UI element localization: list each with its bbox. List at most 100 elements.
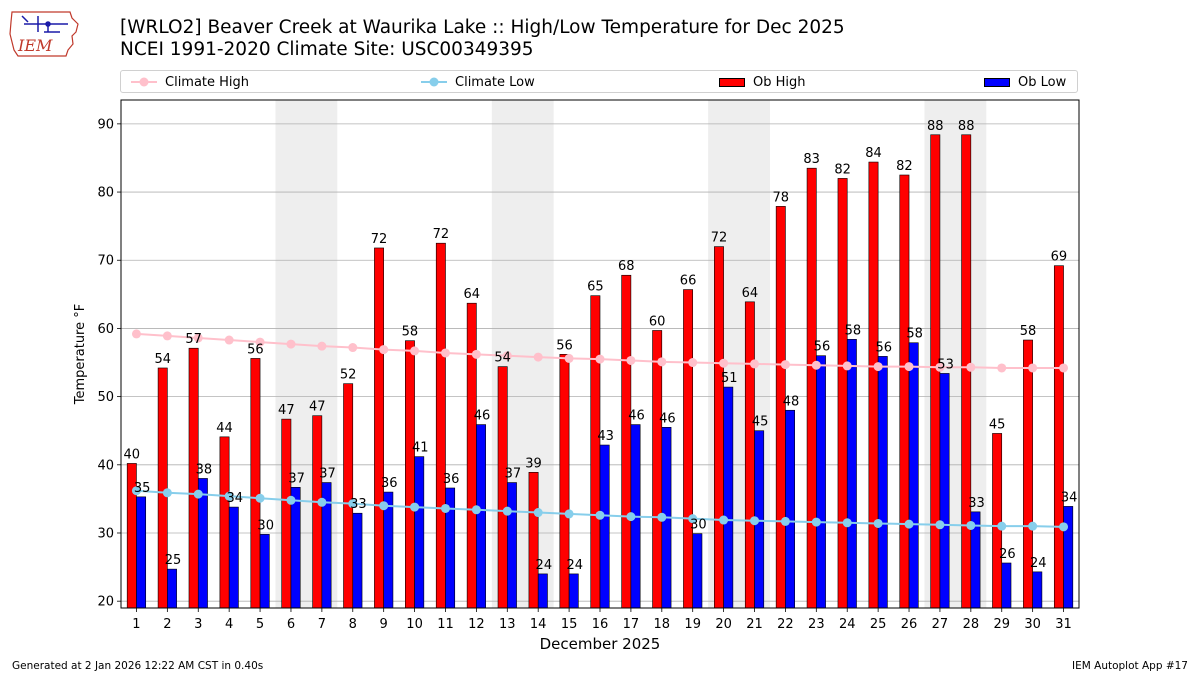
footer-app-id: IEM Autoplot App #17 <box>1072 660 1188 672</box>
climate-high-point-30 <box>1028 363 1038 373</box>
climate-low-point-18 <box>657 512 667 522</box>
label-ob-low-2: 25 <box>165 553 182 568</box>
label-ob-high-6: 47 <box>278 403 295 418</box>
legend-label-climate-low: Climate Low <box>455 74 535 90</box>
bar-ob-high-8 <box>343 383 354 609</box>
bar-ob-low-14 <box>537 573 548 609</box>
title-line-2: NCEI 1991-2020 Climate Site: USC00349395 <box>120 39 534 60</box>
ytick-label-40: 40 <box>97 458 114 473</box>
ob-high-swatch <box>719 77 745 87</box>
label-ob-low-7: 37 <box>319 467 336 482</box>
climate-low-point-15 <box>564 509 574 519</box>
climate-high-point-2 <box>162 331 172 341</box>
climate-high-point-22 <box>780 360 790 370</box>
label-ob-high-14: 39 <box>525 456 542 471</box>
climate-low-point-22 <box>780 516 790 526</box>
climate-high-point-28 <box>966 362 976 372</box>
bar-ob-high-20 <box>714 246 724 609</box>
label-ob-low-4: 34 <box>227 491 244 506</box>
chart-title: [WRLO2] Beaver Creek at Waurika Lake :: … <box>120 17 845 61</box>
xtick-label-21: 21 <box>746 617 763 632</box>
bar-ob-high-24 <box>837 178 848 609</box>
bar-ob-low-6 <box>290 487 301 609</box>
chart-legend: Climate High Climate Low Ob High Ob Low <box>120 70 1078 93</box>
ytick-label-70: 70 <box>97 254 114 269</box>
xtick-label-20: 20 <box>715 617 732 632</box>
label-ob-low-15: 24 <box>566 558 583 573</box>
label-ob-high-27: 88 <box>927 119 944 134</box>
climate-low-point-9 <box>379 501 389 511</box>
climate-high-point-5 <box>255 337 265 347</box>
legend-item-climate-low: Climate Low <box>421 74 535 90</box>
label-ob-high-26: 82 <box>896 159 913 174</box>
climate-low-point-2 <box>162 488 172 498</box>
label-ob-low-21: 45 <box>752 415 769 430</box>
ytick-label-80: 80 <box>97 186 114 201</box>
ob-low-swatch <box>984 77 1010 87</box>
bar-ob-high-16 <box>590 295 601 609</box>
label-ob-high-11: 72 <box>433 227 450 242</box>
label-ob-low-8: 33 <box>350 497 367 512</box>
climate-high-point-24 <box>842 361 852 371</box>
label-ob-high-20: 72 <box>711 231 728 246</box>
xtick-label-25: 25 <box>870 617 887 632</box>
xtick-label-8: 8 <box>349 617 357 632</box>
xtick-label-12: 12 <box>468 617 485 632</box>
bar-ob-high-17 <box>621 274 632 609</box>
label-ob-low-3: 38 <box>196 462 213 477</box>
xtick-label-13: 13 <box>499 617 516 632</box>
label-ob-low-17: 46 <box>628 409 645 424</box>
xtick-label-15: 15 <box>561 617 578 632</box>
bar-ob-low-15 <box>568 573 579 609</box>
ytick-label-60: 60 <box>97 322 114 337</box>
label-ob-low-6: 37 <box>288 471 305 486</box>
xtick-label-17: 17 <box>623 617 640 632</box>
label-ob-high-22: 78 <box>773 190 790 205</box>
label-ob-low-9: 36 <box>381 476 398 491</box>
bar-ob-low-10 <box>414 456 425 609</box>
bar-ob-low-12 <box>476 424 486 609</box>
xtick-label-14: 14 <box>530 617 547 632</box>
legend-item-ob-low: Ob Low <box>984 74 1066 90</box>
bar-ob-low-4 <box>228 506 239 609</box>
legend-label-ob-low: Ob Low <box>1018 74 1067 90</box>
climate-low-point-11 <box>440 503 450 513</box>
climate-high-point-18 <box>657 357 667 367</box>
bar-ob-high-3 <box>188 347 199 609</box>
climate-high-point-10 <box>410 346 420 356</box>
climate-high-point-31 <box>1059 363 1069 373</box>
iowa-outline <box>9 11 79 57</box>
label-ob-low-1: 35 <box>134 481 151 496</box>
climate-low-point-13 <box>502 506 512 516</box>
climate-high-point-14 <box>533 352 543 362</box>
climate-low-point-6 <box>286 495 296 505</box>
climate-low-point-31 <box>1059 522 1069 532</box>
bar-ob-low-31 <box>1063 506 1074 609</box>
label-ob-high-1: 40 <box>124 447 141 462</box>
label-ob-high-18: 60 <box>649 314 666 329</box>
climate-low-point-8 <box>348 499 358 509</box>
bar-ob-high-26 <box>899 174 910 609</box>
xtick-label-19: 19 <box>684 617 701 632</box>
climate-high-point-1 <box>131 329 141 339</box>
label-ob-low-22: 48 <box>783 394 800 409</box>
climate-low-point-10 <box>410 502 420 512</box>
climate-high-point-12 <box>471 349 481 359</box>
climate-low-point-23 <box>811 517 821 527</box>
climate-high-point-11 <box>440 348 450 358</box>
climate-low-point-12 <box>471 505 481 515</box>
label-ob-low-5: 30 <box>257 518 274 533</box>
legend-label-ob-high: Ob High <box>753 74 806 90</box>
xtick-label-1: 1 <box>132 617 140 632</box>
climate-high-point-7 <box>317 341 327 351</box>
xtick-label-7: 7 <box>318 617 326 632</box>
climate-high-point-20 <box>719 358 729 368</box>
climate-low-point-3 <box>193 489 203 499</box>
label-ob-high-10: 58 <box>402 325 419 340</box>
label-ob-low-24: 58 <box>845 323 862 338</box>
climate-low-point-4 <box>224 491 234 501</box>
y-axis-title: Temperature °F <box>73 304 88 405</box>
climate-low-point-28 <box>966 520 976 530</box>
bar-ob-low-24 <box>846 339 857 609</box>
iem-logo: IEM <box>9 11 79 57</box>
